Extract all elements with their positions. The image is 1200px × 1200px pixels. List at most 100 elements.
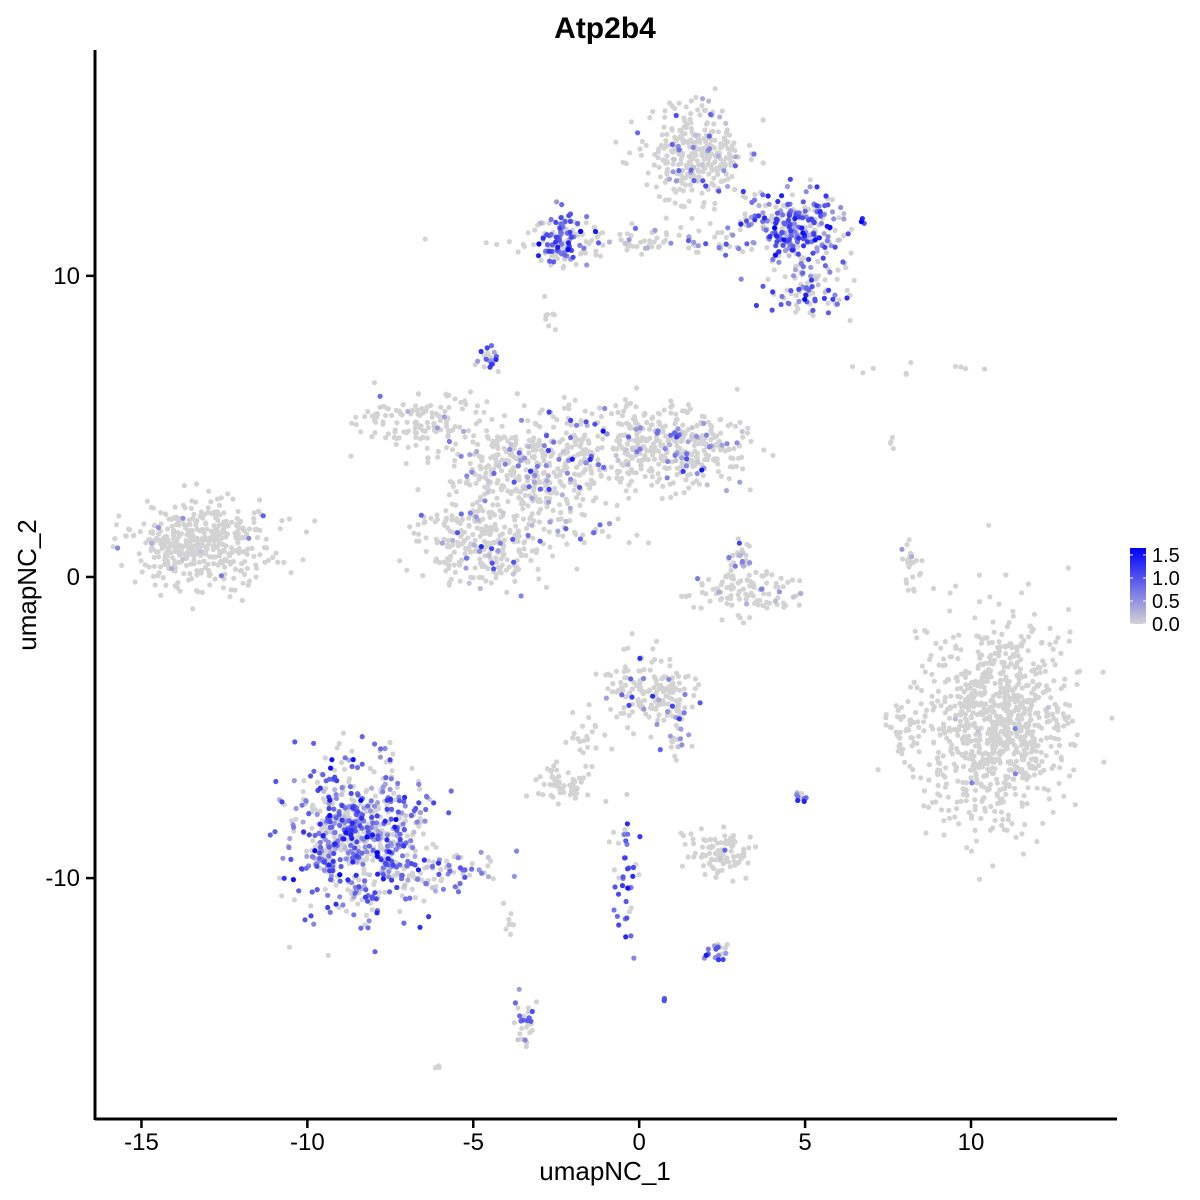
cell-point (191, 537, 197, 543)
cell-point (655, 717, 661, 723)
cell-point (982, 805, 988, 811)
cell-point (384, 832, 391, 838)
cell-point (921, 803, 927, 809)
cell-point (445, 544, 451, 550)
cell-point (1042, 668, 1048, 674)
cell-point (727, 864, 733, 870)
cell-point (1038, 749, 1044, 756)
cell-point (996, 648, 1003, 654)
cell-point (577, 242, 583, 248)
cell-point (447, 428, 453, 434)
cell-point (673, 698, 680, 704)
cell-point (421, 857, 427, 863)
cell-point (253, 574, 259, 580)
cell-point (926, 777, 932, 783)
cell-point (685, 402, 692, 408)
cell-point (860, 370, 866, 376)
cell-point (227, 553, 233, 559)
cell-point (377, 754, 383, 760)
cell-point (560, 449, 566, 455)
cell-point (990, 619, 996, 625)
cell-point (358, 797, 364, 803)
cell-point (661, 124, 667, 130)
cell-point (177, 542, 183, 549)
cell-point (978, 702, 985, 708)
cell-point (1010, 776, 1016, 782)
cell-point (773, 584, 779, 590)
cell-point (732, 186, 738, 193)
cell-point (724, 585, 730, 591)
cell-point (589, 411, 595, 417)
cell-point (1018, 742, 1024, 748)
cell-point (568, 422, 574, 428)
cell-point (251, 515, 257, 522)
cell-point (237, 535, 243, 541)
cell-point (712, 857, 718, 863)
cell-point (516, 547, 522, 553)
cell-point (946, 815, 953, 821)
cell-point (726, 554, 732, 561)
cell-point (986, 786, 992, 792)
cell-point (788, 228, 794, 234)
cell-point (606, 521, 613, 527)
cell-point (515, 538, 521, 545)
cell-point (377, 404, 383, 410)
cell-point (905, 557, 911, 563)
cell-point (334, 745, 340, 751)
cell-point (623, 934, 629, 940)
cell-point (956, 821, 962, 827)
cell-point (110, 544, 116, 550)
cell-point (784, 287, 790, 293)
cell-point (384, 843, 391, 849)
cell-point (1011, 653, 1017, 659)
cell-point (593, 671, 599, 677)
x-axis-ticks: -15 -10 -5 0 5 10 (124, 1119, 984, 1156)
cell-point (531, 479, 538, 485)
cell-point (793, 309, 799, 315)
cell-point (490, 443, 496, 449)
cell-point (325, 839, 331, 845)
cell-point (685, 439, 691, 445)
cell-point (741, 853, 747, 859)
cell-point (554, 759, 560, 765)
cell-point (538, 257, 544, 264)
cell-point (973, 724, 979, 731)
cell-point (309, 889, 315, 895)
cell-point (550, 414, 556, 420)
cell-point (214, 526, 220, 533)
cell-point (1012, 664, 1018, 670)
cell-point (446, 862, 452, 869)
cell-point (119, 562, 125, 569)
cell-point (699, 162, 705, 168)
cell-point (162, 543, 168, 549)
cell-point (1067, 702, 1073, 709)
cell-point (916, 733, 922, 740)
cell-point (730, 232, 736, 238)
cell-point (528, 1018, 534, 1024)
cell-point (715, 953, 722, 959)
cell-point (1032, 667, 1038, 673)
cell-point (508, 468, 514, 474)
cell-point (840, 259, 846, 265)
cell-point (520, 516, 527, 522)
cell-point (568, 435, 574, 441)
cell-point (953, 675, 959, 681)
cell-point (773, 220, 779, 226)
cell-point (816, 235, 823, 241)
cell-point (651, 674, 657, 680)
cell-point (445, 537, 452, 544)
cell-point (412, 429, 418, 435)
cell-point (1037, 770, 1044, 776)
cell-point (353, 421, 359, 428)
cell-point (688, 167, 694, 173)
cell-point (637, 700, 644, 706)
cell-point (413, 805, 419, 812)
cell-point (913, 557, 920, 564)
cell-point (418, 423, 424, 429)
cell-point (1011, 742, 1018, 748)
cell-point (331, 820, 337, 827)
x-tick-label: 5 (798, 1129, 811, 1156)
cell-point (566, 213, 572, 219)
cell-point (598, 473, 604, 479)
cell-point (627, 424, 633, 430)
